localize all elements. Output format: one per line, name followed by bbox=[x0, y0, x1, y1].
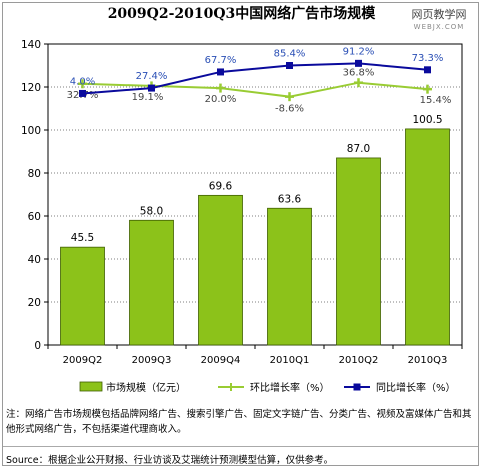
y-tick-label: 100 bbox=[21, 125, 41, 137]
source-note: Source：根据企业公开财报、行业访谈及艾瑞统计预测模型估算，仅供参考。 bbox=[6, 455, 334, 466]
x-tick-label: 2009Q3 bbox=[132, 355, 172, 366]
line-data-label: 67.7% bbox=[205, 55, 237, 66]
legend-swatch-bar bbox=[79, 381, 103, 392]
y-tick-label: 120 bbox=[21, 82, 41, 94]
y-tick-label: 60 bbox=[28, 211, 41, 223]
bar bbox=[405, 128, 450, 346]
y-tick-label: 140 bbox=[21, 39, 41, 51]
line-data-label: 4.0% bbox=[70, 76, 95, 87]
bar bbox=[60, 246, 105, 346]
chart-frame bbox=[2, 2, 479, 466]
legend-label: 环比增长率（%） bbox=[250, 381, 330, 394]
series-marker bbox=[217, 68, 224, 76]
series-marker bbox=[79, 89, 86, 97]
x-tick-label: 2010Q3 bbox=[408, 355, 448, 366]
combo-chart: 0 20 40 60 80 100 120 140 2009Q2 2009Q3 2009Q4 2010… bbox=[21, 39, 463, 394]
watermark-text: 网页教学网 bbox=[411, 8, 467, 21]
line-data-label: 85.4% bbox=[274, 49, 306, 60]
legend-label: 市场规模（亿元） bbox=[106, 381, 186, 394]
legend-swatch-marker bbox=[353, 383, 361, 391]
line-data-label: 20.0% bbox=[205, 94, 237, 105]
bar bbox=[198, 194, 243, 346]
bar-data-label: 87.0 bbox=[347, 143, 370, 155]
y-tick-label: 0 bbox=[34, 340, 41, 352]
bar bbox=[129, 219, 174, 346]
legend-label: 同比增长率（%） bbox=[376, 381, 456, 394]
line-data-label: 73.3% bbox=[412, 53, 444, 64]
y-tick-label: 20 bbox=[28, 297, 41, 309]
line-data-label: 36.8% bbox=[343, 68, 375, 79]
x-tick-label: 2009Q2 bbox=[63, 355, 103, 366]
x-tick-label: 2009Q4 bbox=[201, 355, 241, 366]
footnote-divider bbox=[3, 446, 478, 447]
line-data-label: -8.6% bbox=[275, 104, 304, 115]
line-data-label: 15.4% bbox=[420, 95, 452, 106]
x-tick-label: 2010Q2 bbox=[339, 355, 379, 366]
chart-title: 2009Q2-2010Q3中国网络广告市场规模 bbox=[107, 6, 376, 22]
plot-area bbox=[47, 43, 463, 346]
x-tick-label: 2010Q1 bbox=[270, 355, 310, 366]
bar bbox=[336, 157, 381, 346]
footnote: 注：网络广告市场规模包括品牌网络广告、搜索引擎广告、固定文字链广告、分类广告、视… bbox=[6, 409, 472, 435]
bar-data-label: 63.6 bbox=[278, 193, 302, 205]
watermark-url: WEBJX.COM bbox=[413, 23, 465, 31]
y-tick-label: 40 bbox=[28, 254, 41, 266]
line-data-label: 19.1% bbox=[132, 92, 164, 103]
series-line bbox=[82, 62, 428, 95]
series-marker bbox=[286, 62, 293, 69]
bar bbox=[267, 207, 312, 346]
series-marker bbox=[355, 59, 362, 67]
bar-data-label: 100.5 bbox=[412, 114, 442, 126]
line-data-label: 91.2% bbox=[343, 46, 375, 57]
watermark-logo: 网页教学网 WEBJX.COM bbox=[402, 6, 476, 31]
bar-data-label: 45.5 bbox=[71, 232, 94, 244]
bar-data-label: 69.6 bbox=[209, 180, 233, 192]
bar-data-label: 58.0 bbox=[140, 205, 163, 217]
y-tick-label: 80 bbox=[28, 168, 41, 180]
line-data-label: 27.4% bbox=[136, 71, 168, 82]
series-line bbox=[82, 81, 428, 98]
series-marker bbox=[424, 66, 431, 74]
series-marker bbox=[148, 84, 155, 92]
